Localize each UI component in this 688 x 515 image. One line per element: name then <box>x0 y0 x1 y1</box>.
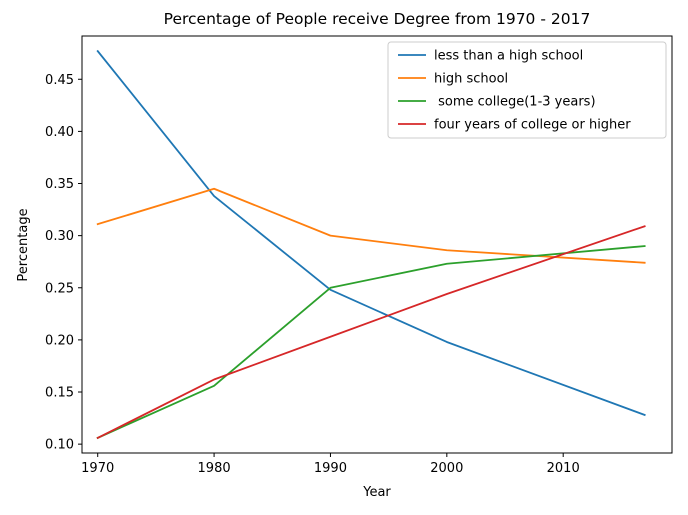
chart-title: Percentage of People receive Degree from… <box>164 10 591 28</box>
y-tick-label: 0.45 <box>45 73 74 88</box>
y-tick-label: 0.25 <box>45 281 74 296</box>
x-tick-label: 2000 <box>430 461 463 476</box>
legend-label: high school <box>434 72 508 87</box>
series-line-1 <box>96 49 646 417</box>
y-axis-label: Percentage <box>16 208 31 281</box>
x-axis-ticks: 1970 1980 1990 2000 2010 <box>81 453 580 476</box>
legend: less than a high school high school some … <box>387 41 667 139</box>
y-tick-label: 0.30 <box>45 229 74 244</box>
legend-label: four years of college or higher <box>434 118 631 133</box>
x-axis-label: Year <box>362 485 391 500</box>
plot-area-frame <box>81 35 673 454</box>
series-line-2 <box>96 187 646 264</box>
x-tick-label: 1990 <box>314 461 347 476</box>
x-tick-label: 1980 <box>198 461 231 476</box>
y-tick-label: 0.15 <box>45 386 74 401</box>
y-tick-label: 0.35 <box>45 177 74 192</box>
y-tick-label: 0.40 <box>45 125 74 140</box>
legend-label: some college(1-3 years) <box>434 95 596 110</box>
x-tick-label: 1970 <box>81 461 114 476</box>
x-tick-label: 2010 <box>547 461 580 476</box>
y-tick-label: 0.10 <box>45 438 74 453</box>
series-lines <box>96 49 646 440</box>
legend-label: less than a high school <box>434 49 583 64</box>
legend-frame <box>387 41 667 139</box>
series-line-4 <box>96 225 646 440</box>
y-axis-ticks: 0.10 0.15 0.20 0.25 0.30 0.35 0.40 0.45 <box>45 73 82 453</box>
y-tick-label: 0.20 <box>45 333 74 348</box>
series-line-3 <box>96 245 646 440</box>
